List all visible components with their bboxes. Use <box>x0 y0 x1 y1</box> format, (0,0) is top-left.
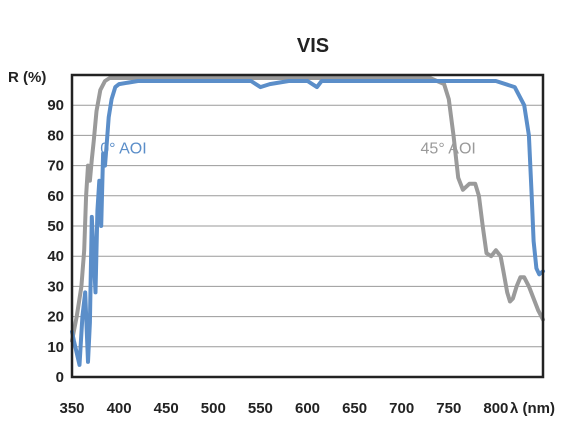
y-tick-label: 30 <box>47 278 64 295</box>
x-tick-labels: 350 400 450 500 550 600 650 700 750 800 <box>59 400 508 417</box>
gridlines <box>72 104 543 348</box>
x-tick-label: 400 <box>107 400 132 417</box>
x-tick-label: 750 <box>436 400 461 417</box>
y-tick-label: 20 <box>47 309 64 326</box>
y-tick-label: 10 <box>47 339 64 356</box>
chart-title: VIS <box>297 35 329 57</box>
y-tick-labels: 0 10 20 30 40 50 60 70 80 90 <box>47 97 64 386</box>
x-tick-label: 550 <box>248 400 273 417</box>
x-tick-label: 700 <box>389 400 414 417</box>
y-tick-label: 70 <box>47 158 64 175</box>
y-tick-label: 60 <box>47 188 64 205</box>
series-lines <box>70 76 545 367</box>
plot-frame <box>70 73 545 379</box>
x-tick-label: 350 <box>59 400 84 417</box>
x-tick-label: 800 <box>483 400 508 417</box>
x-tick-label: 600 <box>295 400 320 417</box>
series-annotation: 0° AOI <box>100 141 146 158</box>
x-tick-label: 500 <box>201 400 226 417</box>
x-axis-label: λ (nm) <box>510 400 555 417</box>
series-annotations: 0° AOI 45° AOI <box>100 141 476 158</box>
y-tick-label: 90 <box>47 97 64 114</box>
series-line-0-aoi-aoi <box>70 79 545 367</box>
x-tick-label: 450 <box>154 400 179 417</box>
y-tick-label: 80 <box>47 127 64 144</box>
y-tick-label: 40 <box>47 248 64 265</box>
y-tick-label: 50 <box>47 218 64 235</box>
series-line-45-aoi-aoi <box>70 76 545 343</box>
series-annotation: 45° AOI <box>421 141 476 158</box>
y-tick-label: 0 <box>56 369 64 386</box>
y-axis-label: R (%) <box>8 69 46 86</box>
x-tick-label: 650 <box>342 400 367 417</box>
